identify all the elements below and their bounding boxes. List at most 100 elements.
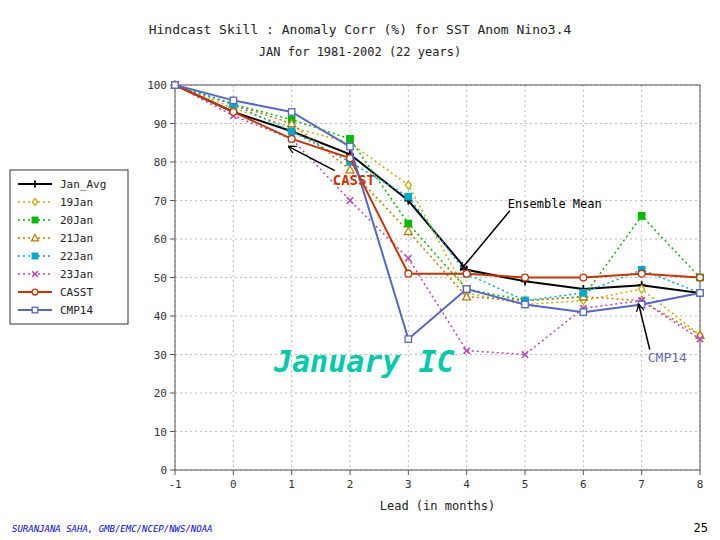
tick-label: 2 [347,478,354,491]
data-point [172,82,178,88]
tick-label: 70 [154,195,167,208]
tick-label: 100 [147,79,167,92]
series [172,82,703,358]
legend-label: 23Jan [60,268,93,281]
tick-mark [170,200,175,201]
data-point [463,286,469,292]
grid-line [175,123,700,124]
data-point [347,197,353,203]
tick-mark [170,316,175,317]
tick-label: 3 [405,478,412,491]
grid-line [175,316,700,317]
tick-label: 50 [154,272,167,285]
data-point [405,181,411,189]
series-line [175,85,700,301]
series-line [175,85,700,301]
tick-mark [170,239,175,240]
plot-area [171,81,704,358]
tick-label: 5 [522,478,529,491]
tick-mark [291,470,292,475]
data-point [463,270,470,277]
chart: Hindcast Skill : Anomaly Corr (%) for SS… [0,0,720,540]
tick-label: 0 [230,478,237,491]
tick-mark [170,162,175,163]
tick-label: 6 [580,478,587,491]
data-point [288,109,294,115]
legend-label: Jan_Avg [60,178,106,191]
tick-mark [700,470,701,475]
annotation-arrow [289,147,335,171]
legend-marker [32,253,38,259]
grid-line [175,200,700,201]
annotation-arrow [639,304,650,349]
tick-mark [170,431,175,432]
data-point [230,97,236,103]
background [0,0,720,540]
tick-mark [170,277,175,278]
x-axis-label: Lead (in months) [380,499,496,513]
data-point [697,274,703,280]
tick-mark [170,354,175,355]
series-line [175,85,700,293]
tick-mark [525,470,526,475]
data-point [580,274,587,281]
legend-label: 22Jan [60,250,93,263]
series-line [175,85,700,339]
annotation: CASST [333,172,375,188]
data-point [288,127,296,135]
data-point [172,82,178,88]
tick-label: 8 [697,478,704,491]
series-line [175,85,700,335]
series [172,82,703,343]
legend-marker [32,289,38,295]
subtitle: JAN for 1981-2002 (22 years) [259,45,461,59]
data-point [522,351,528,357]
tick-label: 80 [154,156,167,169]
data-point [522,301,528,307]
series-line [175,85,700,278]
data-point [347,136,353,142]
tick-mark [175,470,176,475]
legend-marker [32,181,39,188]
tick-mark [641,470,642,475]
data-point [463,270,469,276]
data-point [463,347,469,353]
data-point [172,82,179,89]
series-line [175,85,700,355]
tick-label: -1 [168,478,181,491]
tick-mark [466,470,467,475]
tick-mark [408,470,409,475]
tick-label: 4 [463,478,470,491]
tick-mark [170,470,175,471]
legend-marker [32,271,38,277]
tick-mark [583,470,584,475]
plot-frame [175,85,700,470]
series [171,81,704,338]
data-point [697,290,703,296]
data-point [172,82,178,88]
tick-label: 20 [154,387,167,400]
data-point [580,309,586,315]
data-point [405,193,411,199]
data-point [697,290,703,296]
tick-label: 1 [288,478,295,491]
tick-label: 60 [154,233,167,246]
legend-label: 19Jan [60,196,93,209]
series [172,81,703,339]
data-point [638,270,645,277]
data-point [463,293,471,300]
tick-mark [233,470,234,475]
data-point [405,255,411,261]
data-point [522,274,529,281]
grid-line [175,239,700,240]
data-point [288,128,294,134]
page-number: 25 [694,521,708,535]
footer: SURANJANA SAHA, GMB/EMC/NCEP/NWS/NOAA [12,524,212,534]
data-point [288,120,296,127]
series [172,82,703,304]
data-point [522,300,528,308]
tick-mark [170,393,175,394]
data-point [697,336,703,342]
data-point [404,227,412,234]
tick-label: 10 [154,426,167,439]
